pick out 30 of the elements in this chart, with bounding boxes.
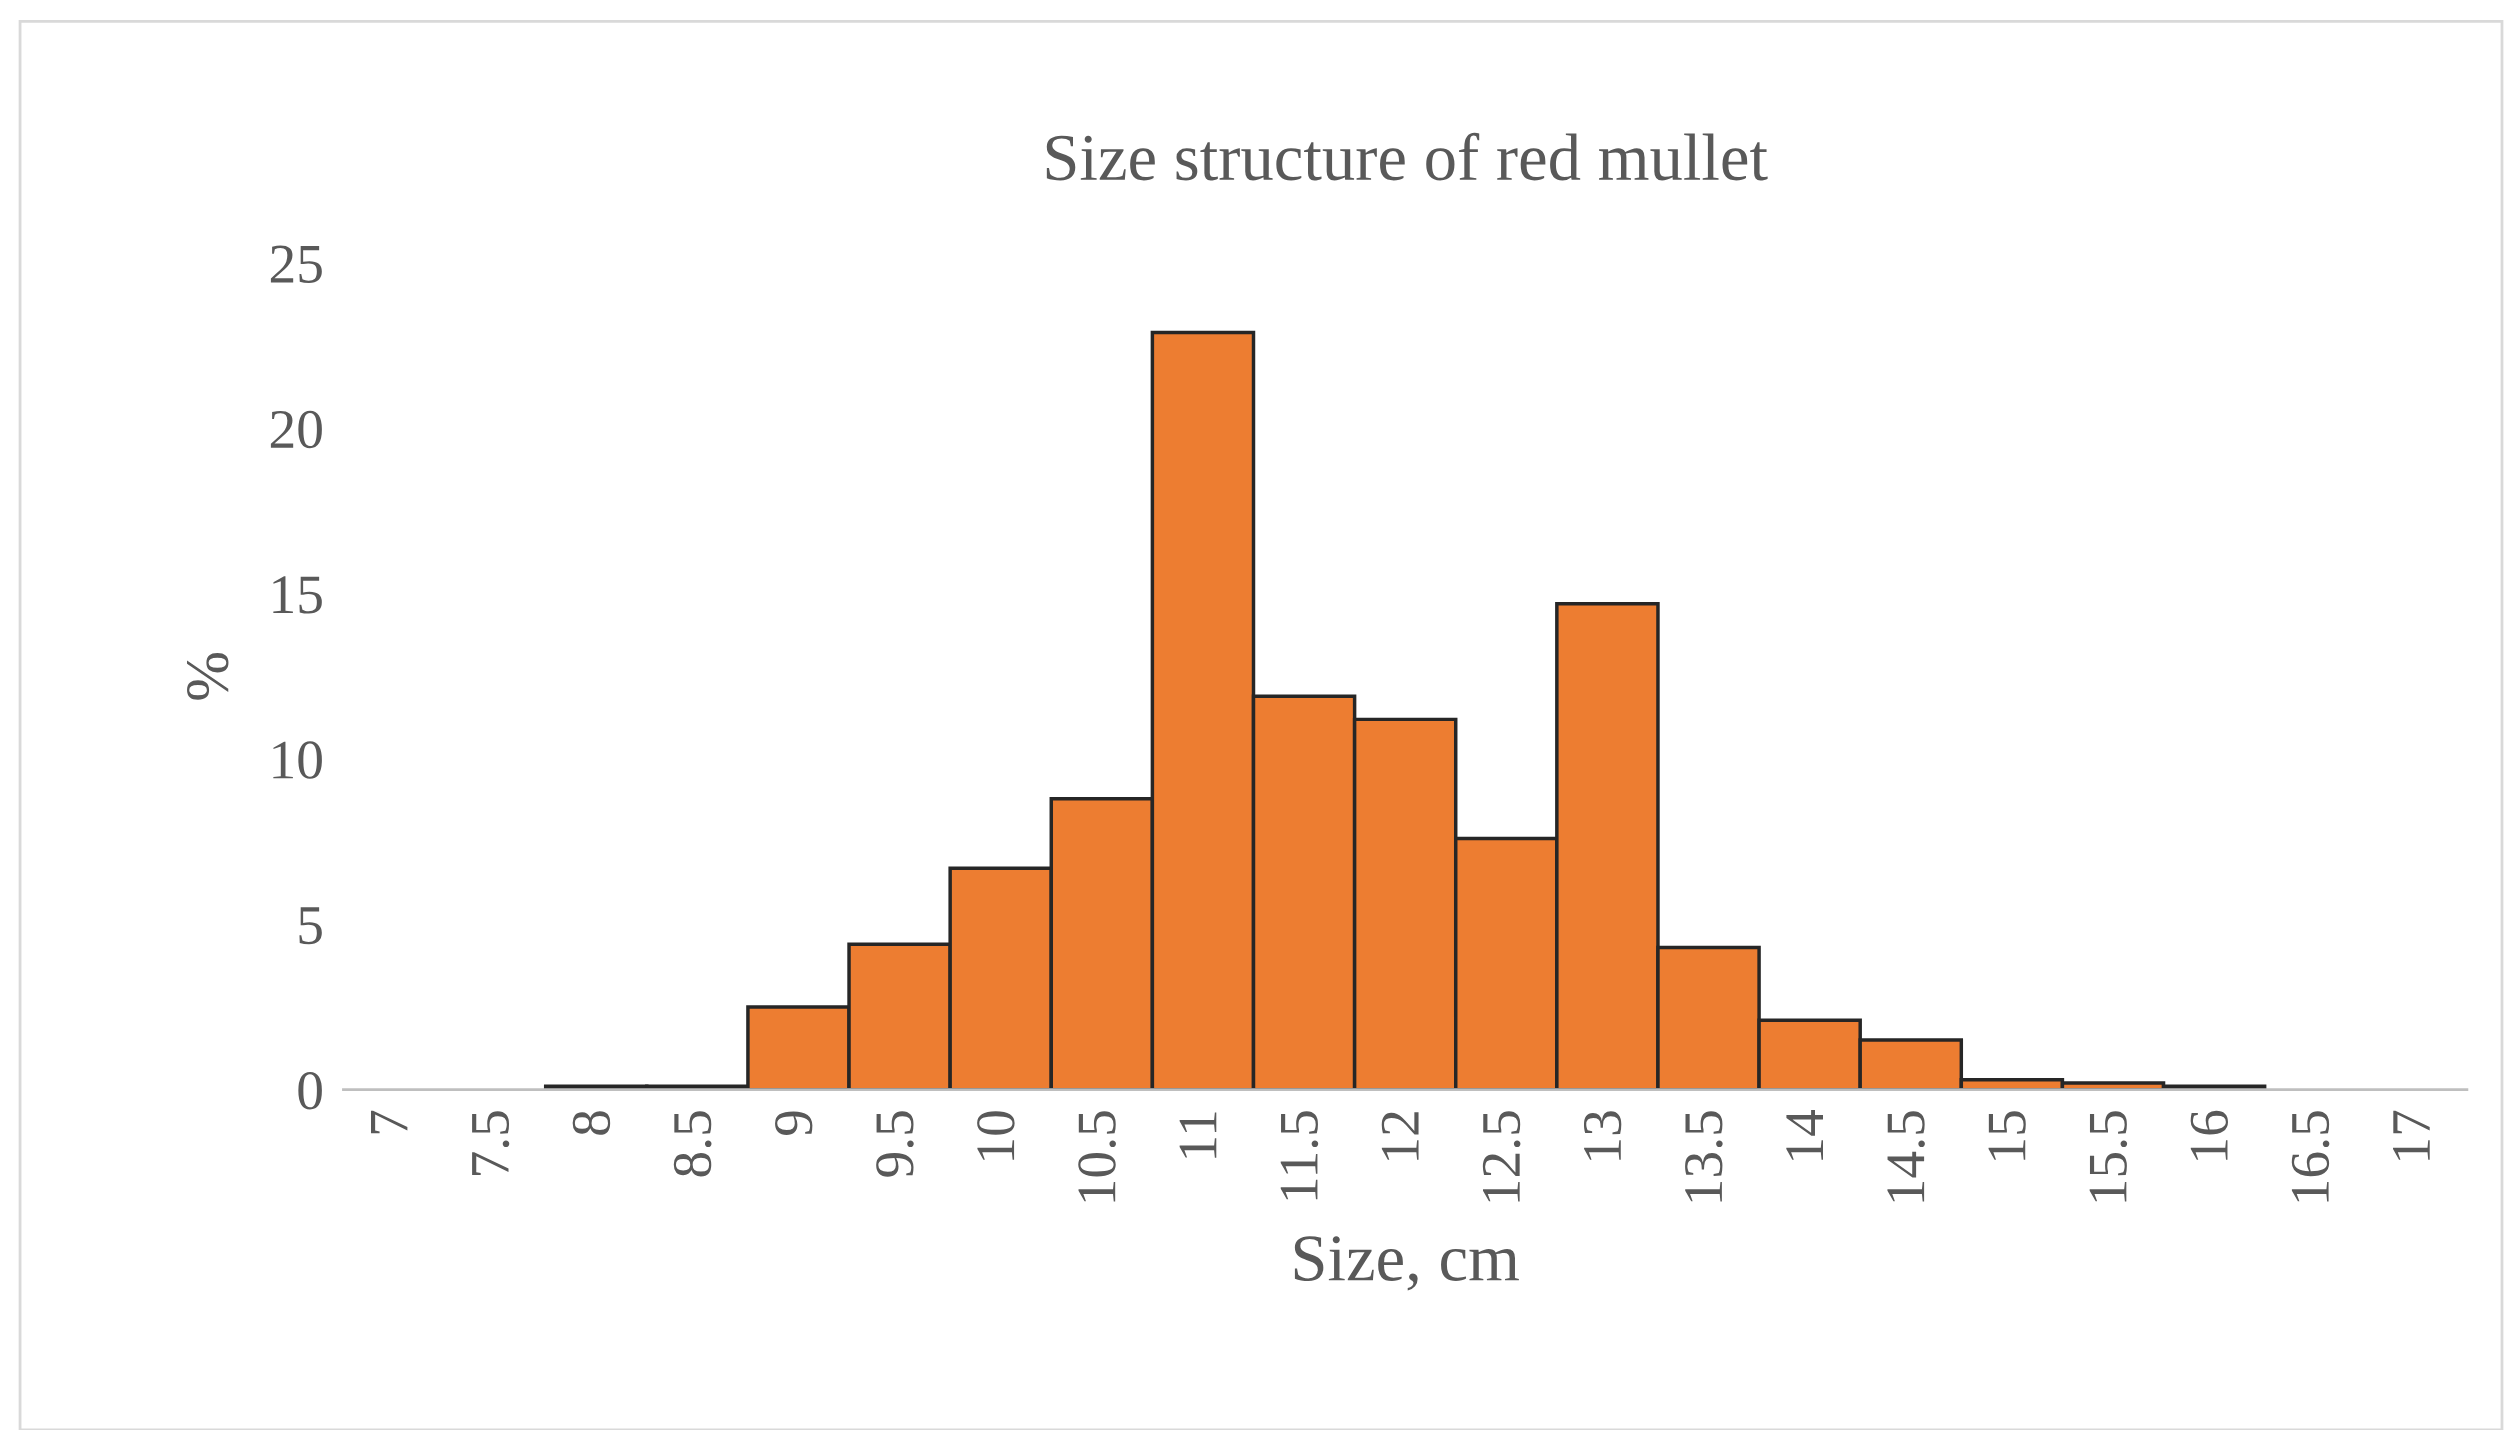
x-tick-label: 7 [371,1110,408,1134]
y-tick-label: 15 [273,576,322,614]
y-tick-label: 10 [273,741,322,779]
y-tick-label: 25 [270,245,322,283]
x-tick-label: 12 [1381,1112,1419,1160]
x-tick-label: 14 [1786,1109,1823,1160]
x-tick-label: 17 [2393,1110,2430,1160]
x-tick-label: 7.5 [472,1111,510,1175]
x-tick-label: 11 [1179,1112,1217,1158]
x-tick-label: 16 [2190,1110,2229,1160]
x-tick-label: 10.5 [1078,1111,1116,1202]
x-tick-label: 8 [572,1111,611,1135]
y-tick-label: 5 [299,907,322,945]
x-axis-title: Size, cm [1294,1236,1519,1291]
x-tick-label: 14.5 [1887,1111,1925,1202]
x-tick-label: 10 [977,1111,1015,1160]
x-tick-label: 16.5 [2291,1111,2330,1202]
x-tick-label: 8.5 [673,1111,712,1177]
x-tick-label: 12.5 [1482,1111,1521,1202]
x-tick-label: 15 [1988,1111,2026,1160]
x-tick-label: 11.5 [1280,1111,1319,1200]
x-tick-label: 9.5 [876,1111,914,1177]
x-tick-label: 9 [775,1111,813,1136]
x-tick-label: 13 [1583,1111,1622,1160]
x-tick-label: 15.5 [2089,1111,2128,1202]
y-tick-label: 0 [298,1071,322,1110]
y-tick-label: 20 [270,410,322,449]
x-tick-label: 13.5 [1685,1111,1723,1202]
chart-title: Size structure of red mullet [1046,132,1768,181]
y-axis-title: % [187,653,229,700]
